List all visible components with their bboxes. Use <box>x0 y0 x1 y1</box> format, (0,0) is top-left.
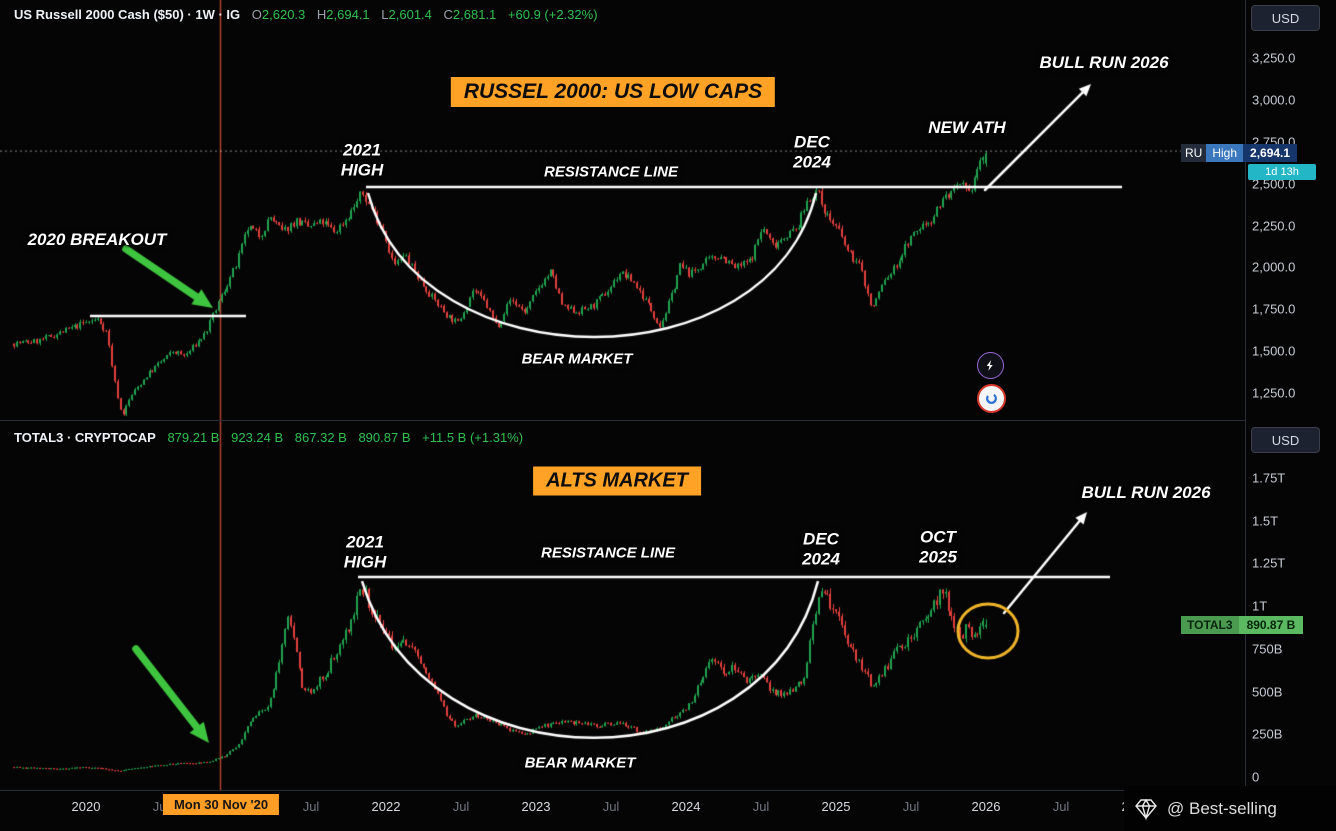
annotation-new-ath[interactable]: NEW ATH <box>928 118 1006 137</box>
annotation-bear-market-1[interactable]: BEAR MARKET <box>521 350 633 368</box>
annotation-bull-run-1[interactable]: BULL RUN 2026 <box>1039 53 1169 72</box>
ohlc-low-label: L <box>381 7 389 22</box>
time-axis-label: Jul <box>302 799 320 814</box>
date-marker-badge[interactable]: Mon 30 Nov '20 <box>162 794 280 815</box>
annotation-dec-line2: 2024 <box>793 152 831 171</box>
annotation-title-alts[interactable]: ALTS MARKET <box>533 466 701 496</box>
ohlc-open-label: O <box>251 7 262 22</box>
annotation-oct-2025[interactable]: OCT 2025 <box>919 527 957 566</box>
legend-total3[interactable]: TOTAL3 · CRYPTOCAP 879.21 B 923.24 B 867… <box>14 430 523 445</box>
total3-high-value: 923.24 B <box>231 430 284 445</box>
high-label: High <box>1206 144 1244 162</box>
time-axis-label: Jul <box>752 799 770 814</box>
ohlc-close-value: 2,681.1 <box>452 7 497 22</box>
time-axis-label: 2022 <box>371 799 401 814</box>
annotation-decb-line1: DEC <box>803 529 839 549</box>
ohlc-low-value: 2,601.4 <box>388 7 432 22</box>
high-price-badge: RU High 2,694.1 <box>1181 144 1298 162</box>
total3-price-badge: TOTAL3 890.87 B <box>1181 616 1304 634</box>
time-axis-label: 2024 <box>671 799 701 814</box>
annotation-2021b-line2: HIGH <box>343 552 387 571</box>
time-axis-label: 2023 <box>521 799 551 814</box>
ohlc-close-label: C <box>443 7 453 22</box>
price-scale-label: 750B <box>1252 641 1283 657</box>
price-scale-label: 2,000.0 <box>1252 259 1296 275</box>
price-scale-label: 1T <box>1252 598 1268 614</box>
brand-logo-icon[interactable] <box>977 384 1006 413</box>
annotation-2021-line1: 2021 <box>343 140 381 160</box>
time-axis-label: Jul <box>1052 799 1070 814</box>
price-scale-label: 3,000.0 <box>1252 92 1296 108</box>
annotation-dec-2024-2[interactable]: DEC 2024 <box>802 529 840 568</box>
brand-logo-glyph <box>986 393 997 404</box>
ohlc-high-value: 2,694.1 <box>326 7 370 22</box>
watermark: @ Best-selling <box>1124 786 1336 831</box>
price-scale-label: 2,250.0 <box>1252 218 1296 233</box>
annotation-2021-high-2[interactable]: 2021 HIGH <box>344 532 387 571</box>
currency-button-top[interactable]: USD <box>1251 5 1320 31</box>
price-scale-label: 1,250.0 <box>1252 385 1296 401</box>
panel-divider[interactable] <box>0 420 1245 421</box>
annotation-bull-run-2[interactable]: BULL RUN 2026 <box>1081 483 1211 502</box>
gem-icon <box>1135 798 1157 820</box>
annotation-2021-high-1[interactable]: 2021 HIGH <box>341 140 384 179</box>
time-axis-label: Jul <box>602 799 620 814</box>
total3-close-value: 890.87 B <box>358 430 411 445</box>
annotation-oct-line1: OCT <box>920 527 956 547</box>
price-scale-label: 1.25T <box>1252 555 1286 571</box>
price-scale-label: 1.5T <box>1252 513 1279 529</box>
price-scale-label: 1,500.0 <box>1252 343 1296 359</box>
change-value-total3: +11.5 B (+1.31%) <box>422 430 524 445</box>
time-axis-label: Jul <box>902 799 920 814</box>
price-scale-label: 1,750.0 <box>1252 301 1296 317</box>
ohlc-open-value: 2,620.3 <box>261 7 306 22</box>
bar-countdown-badge: 1d 13h <box>1248 164 1316 180</box>
price-scale-label: 250B <box>1252 726 1283 742</box>
watermark-handle: @ Best-selling <box>1167 798 1277 818</box>
annotation-2020-breakout[interactable]: 2020 BREAKOUT <box>27 230 167 249</box>
annotation-dec-line1: DEC <box>794 132 830 152</box>
annotation-2021b-line1: 2021 <box>346 532 384 552</box>
time-axis-label: 2026 <box>971 799 1001 814</box>
ohlc-high-label: H <box>316 7 327 22</box>
annotation-dec-2024-1[interactable]: DEC 2024 <box>793 132 831 171</box>
annotation-title-russell[interactable]: RUSSEL 2000: US LOW CAPS <box>450 77 776 107</box>
change-value-russell: +60.9 (+2.32%) <box>507 7 598 22</box>
price-scale-label: 3,250.0 <box>1252 50 1296 66</box>
price-scale-label: 0 <box>1252 769 1260 785</box>
total3-series-label: TOTAL3 <box>1181 616 1239 634</box>
annotation-decb-line2: 2024 <box>802 549 840 568</box>
time-axis-label: Jul <box>452 799 470 814</box>
price-scale-label: 500B <box>1252 684 1283 700</box>
legend-russell[interactable]: US Russell 2000 Cash ($50) · 1W · IG O2,… <box>14 7 598 22</box>
currency-button-bottom[interactable]: USD <box>1251 427 1320 453</box>
symbol-title-russell[interactable]: US Russell 2000 Cash ($50) · 1W · IG <box>14 7 241 22</box>
lightning-icon[interactable] <box>977 352 1004 379</box>
time-axis-label: 2020 <box>71 799 101 814</box>
lightning-glyph <box>986 360 993 371</box>
series-abbrev-label: RU <box>1181 144 1207 162</box>
high-value-label: 2,694.1 <box>1243 144 1298 162</box>
annotation-oct-line2: 2025 <box>919 547 957 566</box>
symbol-title-total3[interactable]: TOTAL3 · CRYPTOCAP <box>14 430 156 445</box>
price-scale-label: 1.75T <box>1252 470 1286 486</box>
annotation-resistance-1[interactable]: RESISTANCE LINE <box>544 163 678 181</box>
total3-value-label: 890.87 B <box>1238 616 1304 634</box>
annotation-2021-line2: HIGH <box>340 160 384 179</box>
annotation-resistance-2[interactable]: RESISTANCE LINE <box>541 544 675 562</box>
total3-open-value: 879.21 B <box>167 430 220 445</box>
time-axis-label: 2025 <box>821 799 851 814</box>
time-axis-divider <box>0 790 1336 791</box>
annotation-bear-market-2[interactable]: BEAR MARKET <box>524 754 636 772</box>
total3-low-value: 867.32 B <box>294 430 347 445</box>
price-scale-divider <box>1245 0 1246 790</box>
